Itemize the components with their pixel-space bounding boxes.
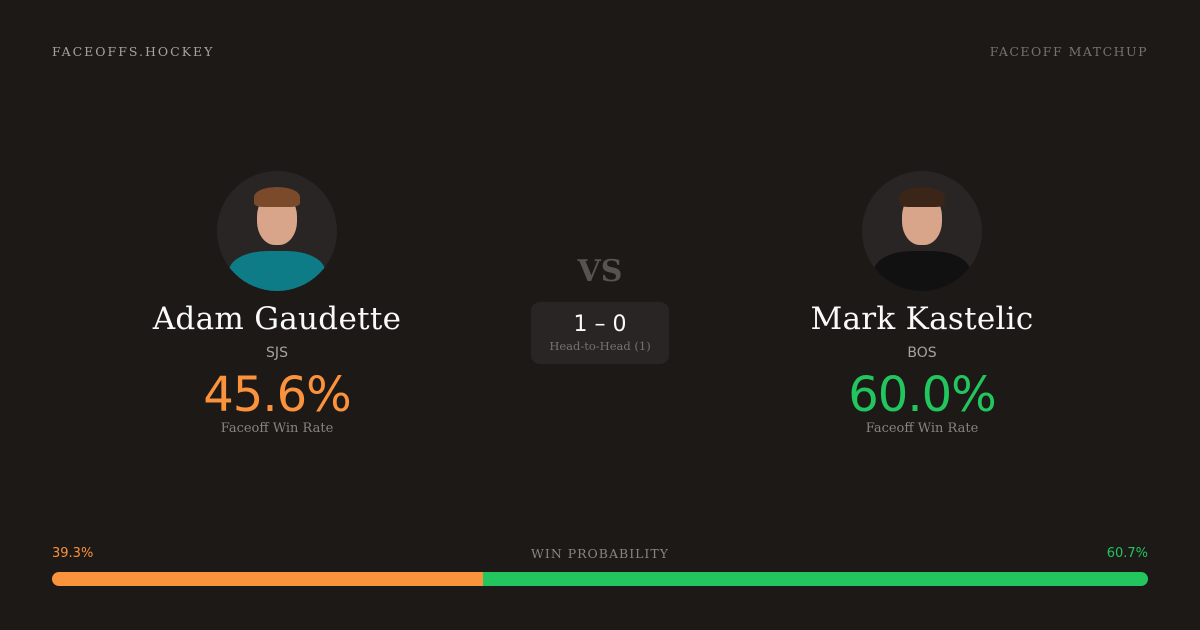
- vs-label: VS: [577, 254, 623, 289]
- win-prob-label: WIN PROBABILITY: [531, 546, 669, 561]
- player-left: Adam Gaudette SJS 45.6% Faceoff Win Rate: [127, 171, 427, 436]
- win-prob-right: 60.7%: [1106, 546, 1148, 561]
- player-team: BOS: [907, 345, 937, 361]
- player-name: Mark Kastelic: [810, 301, 1034, 337]
- bar-segment-right: [482, 572, 1148, 586]
- player-photo: [217, 171, 337, 291]
- bar-segment-left: [52, 572, 483, 586]
- head-to-head-card: 1 – 0 Head-to-Head (1): [531, 302, 669, 364]
- player-photo: [862, 171, 982, 291]
- h2h-score: 1 – 0: [573, 312, 627, 337]
- win-rate-label: Faceoff Win Rate: [865, 421, 979, 436]
- win-prob-left: 39.3%: [52, 546, 94, 561]
- site-brand: FACEOFFS.HOCKEY: [52, 44, 215, 59]
- win-probability-bar: [52, 572, 1148, 586]
- player-name: Adam Gaudette: [152, 301, 402, 337]
- win-rate-label: Faceoff Win Rate: [220, 421, 334, 436]
- page-kicker: FACEOFF MATCHUP: [989, 44, 1148, 59]
- win-rate: 60.0%: [848, 367, 996, 423]
- h2h-label: Head-to-Head (1): [549, 339, 651, 353]
- player-team: SJS: [266, 345, 288, 361]
- player-right: Mark Kastelic BOS 60.0% Faceoff Win Rate: [772, 171, 1072, 436]
- win-rate: 45.6%: [203, 367, 351, 423]
